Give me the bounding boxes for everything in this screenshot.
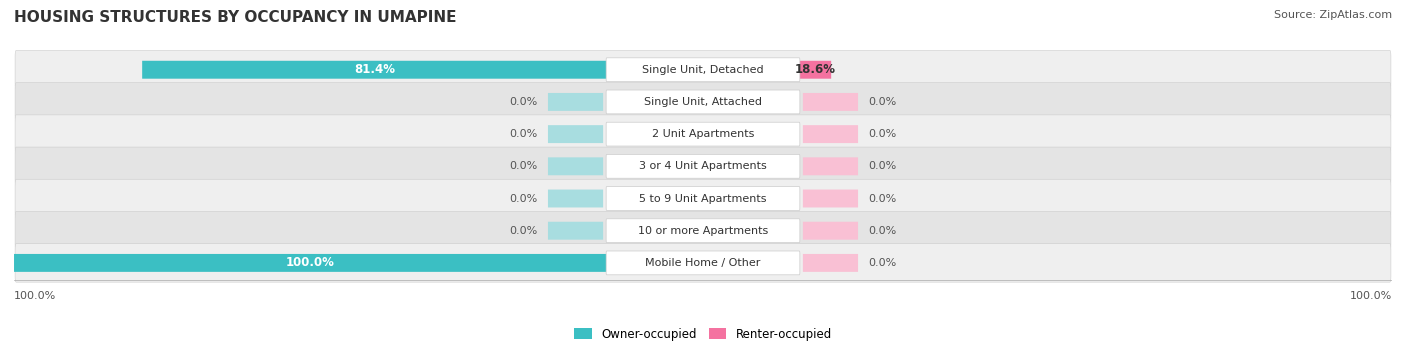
FancyBboxPatch shape [142, 61, 703, 79]
Text: 100.0%: 100.0% [285, 256, 335, 269]
FancyBboxPatch shape [548, 93, 603, 111]
FancyBboxPatch shape [803, 157, 858, 175]
Text: 100.0%: 100.0% [1350, 291, 1392, 301]
FancyBboxPatch shape [548, 125, 603, 143]
Text: 18.6%: 18.6% [794, 63, 835, 76]
Text: 3 or 4 Unit Apartments: 3 or 4 Unit Apartments [640, 161, 766, 171]
Text: 0.0%: 0.0% [509, 97, 537, 107]
Text: Mobile Home / Other: Mobile Home / Other [645, 258, 761, 268]
FancyBboxPatch shape [548, 157, 603, 175]
FancyBboxPatch shape [15, 115, 1391, 153]
FancyBboxPatch shape [803, 93, 858, 111]
Text: 0.0%: 0.0% [509, 129, 537, 139]
FancyBboxPatch shape [606, 154, 800, 178]
FancyBboxPatch shape [606, 219, 800, 242]
Text: Source: ZipAtlas.com: Source: ZipAtlas.com [1274, 10, 1392, 20]
Legend: Owner-occupied, Renter-occupied: Owner-occupied, Renter-occupied [569, 323, 837, 341]
FancyBboxPatch shape [15, 244, 1391, 282]
Text: 0.0%: 0.0% [869, 129, 897, 139]
FancyBboxPatch shape [548, 190, 603, 207]
Text: 0.0%: 0.0% [869, 226, 897, 236]
FancyBboxPatch shape [803, 190, 858, 207]
Text: 0.0%: 0.0% [869, 258, 897, 268]
Text: Single Unit, Detached: Single Unit, Detached [643, 65, 763, 75]
Text: 0.0%: 0.0% [869, 161, 897, 171]
Text: Single Unit, Attached: Single Unit, Attached [644, 97, 762, 107]
Text: HOUSING STRUCTURES BY OCCUPANCY IN UMAPINE: HOUSING STRUCTURES BY OCCUPANCY IN UMAPI… [14, 10, 457, 25]
FancyBboxPatch shape [606, 58, 800, 81]
Text: 100.0%: 100.0% [14, 291, 56, 301]
FancyBboxPatch shape [606, 122, 800, 146]
Text: 0.0%: 0.0% [869, 193, 897, 204]
FancyBboxPatch shape [15, 50, 1391, 89]
Text: 81.4%: 81.4% [354, 63, 395, 76]
FancyBboxPatch shape [15, 83, 1391, 121]
Text: 0.0%: 0.0% [509, 226, 537, 236]
FancyBboxPatch shape [803, 254, 858, 272]
Text: 0.0%: 0.0% [509, 161, 537, 171]
FancyBboxPatch shape [803, 125, 858, 143]
FancyBboxPatch shape [606, 187, 800, 210]
FancyBboxPatch shape [606, 90, 800, 114]
Text: 10 or more Apartments: 10 or more Apartments [638, 226, 768, 236]
FancyBboxPatch shape [703, 61, 831, 79]
FancyBboxPatch shape [15, 211, 1391, 250]
FancyBboxPatch shape [15, 147, 1391, 186]
Text: 0.0%: 0.0% [509, 193, 537, 204]
Text: 2 Unit Apartments: 2 Unit Apartments [652, 129, 754, 139]
FancyBboxPatch shape [15, 179, 1391, 218]
FancyBboxPatch shape [14, 254, 703, 272]
FancyBboxPatch shape [803, 222, 858, 240]
Text: 0.0%: 0.0% [869, 97, 897, 107]
FancyBboxPatch shape [548, 222, 603, 240]
FancyBboxPatch shape [606, 251, 800, 275]
Text: 5 to 9 Unit Apartments: 5 to 9 Unit Apartments [640, 193, 766, 204]
